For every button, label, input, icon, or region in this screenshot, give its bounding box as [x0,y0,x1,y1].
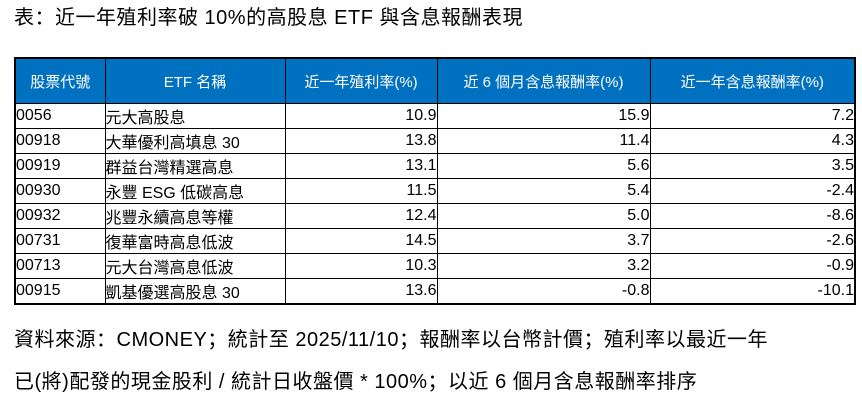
etf-name: 群益台灣精選高息 [104,153,286,179]
return-6m: 5.6 [436,153,651,179]
table-row: 00713 元大台灣高息低波 10.3 3.2 -0.9 [14,253,856,279]
table-header-row: 股票代號 ETF 名稱 近一年殖利率(%) 近 6 個月含息報酬率(%) 近一年… [14,57,856,104]
etf-name: 元大高股息 [104,103,286,129]
source-note: 資料來源：CMONEY；統計至 2025/11/10；報酬率以台幣計價；殖利率以… [14,319,862,403]
stock-code: 0056 [14,103,106,129]
yield-1y: 10.3 [284,253,438,279]
table-row: 0056 元大高股息 10.9 15.9 7.2 [14,103,856,129]
yield-1y: 14.5 [284,228,438,254]
table-row: 00919 群益台灣精選高息 13.1 5.6 3.5 [14,153,856,179]
table-row: 00930 永豐 ESG 低碳高息 11.5 5.4 -2.4 [14,178,856,204]
yield-1y: 12.4 [284,203,438,229]
return-1y: 4.3 [649,128,856,154]
stock-code: 00932 [14,203,106,229]
return-1y: 7.2 [649,103,856,129]
return-6m: 15.9 [436,103,651,129]
return-6m: 3.2 [436,253,651,279]
return-1y: -8.6 [649,203,856,229]
source-note-line2: 已(將)配發的現金股利 / 統計日收盤價 * 100%；以近 6 個月含息報酬率… [14,371,698,393]
etf-name: 兆豐永續高息等權 [104,203,286,229]
col-header-stock-code: 股票代號 [14,57,106,104]
table-row: 00731 復華富時高息低波 14.5 3.7 -2.6 [14,228,856,254]
etf-name: 大華優利高填息 30 [104,128,286,154]
stock-code: 00713 [14,253,106,279]
return-1y: -10.1 [649,278,856,305]
source-note-line1: 資料來源：CMONEY；統計至 2025/11/10；報酬率以台幣計價；殖利率以… [14,329,768,351]
return-1y: 3.5 [649,153,856,179]
stock-code: 00919 [14,153,106,179]
etf-table: 股票代號 ETF 名稱 近一年殖利率(%) 近 6 個月含息報酬率(%) 近一年… [14,57,856,305]
stock-code: 00731 [14,228,106,254]
return-1y: -2.6 [649,228,856,254]
etf-name: 凱基優選高股息 30 [104,278,286,305]
col-header-return-1y: 近一年含息報酬率(%) [649,57,856,104]
col-header-return-6m: 近 6 個月含息報酬率(%) [436,57,651,104]
return-6m: 5.4 [436,178,651,204]
table-row: 00918 大華優利高填息 30 13.8 11.4 4.3 [14,128,856,154]
yield-1y: 13.6 [284,278,438,305]
etf-name: 復華富時高息低波 [104,228,286,254]
stock-code: 00930 [14,178,106,204]
stock-code: 00918 [14,128,106,154]
yield-1y: 13.8 [284,128,438,154]
table-row: 00932 兆豐永續高息等權 12.4 5.0 -8.6 [14,203,856,229]
table-row: 00915 凱基優選高股息 30 13.6 -0.8 -10.1 [14,278,856,305]
page-title: 表：近一年殖利率破 10%的高股息 ETF 與含息報酬表現 [14,7,523,29]
etf-name: 元大台灣高息低波 [104,253,286,279]
col-header-etf-name: ETF 名稱 [104,57,286,104]
return-1y: -2.4 [649,178,856,204]
yield-1y: 11.5 [284,178,438,204]
return-6m: 5.0 [436,203,651,229]
yield-1y: 10.9 [284,103,438,129]
col-header-yield-1y: 近一年殖利率(%) [284,57,438,104]
return-6m: -0.8 [436,278,651,305]
etf-name: 永豐 ESG 低碳高息 [104,178,286,204]
return-6m: 11.4 [436,128,651,154]
return-1y: -0.9 [649,253,856,279]
yield-1y: 13.1 [284,153,438,179]
return-6m: 3.7 [436,228,651,254]
stock-code: 00915 [14,278,106,305]
